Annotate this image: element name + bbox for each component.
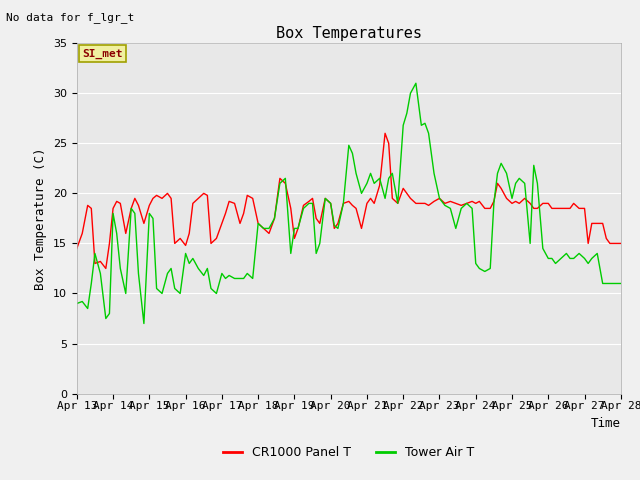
Text: No data for f_lgr_t: No data for f_lgr_t [6,12,134,23]
Tower Air T [481,269,489,275]
Tower Air T [73,300,81,306]
Legend: CR1000 Panel T, Tower Air T: CR1000 Panel T, Tower Air T [218,442,479,465]
Tower Air T [617,281,625,287]
CR1000 Panel T [521,195,529,201]
Y-axis label: Box Temperature (C): Box Temperature (C) [35,147,47,289]
CR1000 Panel T [481,205,489,211]
CR1000 Panel T [381,131,389,136]
Tower Air T [548,255,556,261]
CR1000 Panel T [186,230,193,236]
CR1000 Panel T [73,246,81,252]
CR1000 Panel T [617,240,625,246]
Tower Air T [140,321,148,326]
Tower Air T [394,201,402,206]
Tower Air T [521,180,529,186]
CR1000 Panel T [102,265,109,271]
Tower Air T [243,271,251,276]
X-axis label: Time: Time [591,417,621,430]
Line: Tower Air T: Tower Air T [77,83,621,324]
CR1000 Panel T [243,192,251,198]
Text: SI_met: SI_met [82,48,123,59]
Tower Air T [186,261,193,266]
Title: Box Temperatures: Box Temperatures [276,25,422,41]
CR1000 Panel T [548,205,556,211]
CR1000 Panel T [399,185,407,191]
Line: CR1000 Panel T: CR1000 Panel T [77,133,621,268]
Tower Air T [412,80,420,86]
